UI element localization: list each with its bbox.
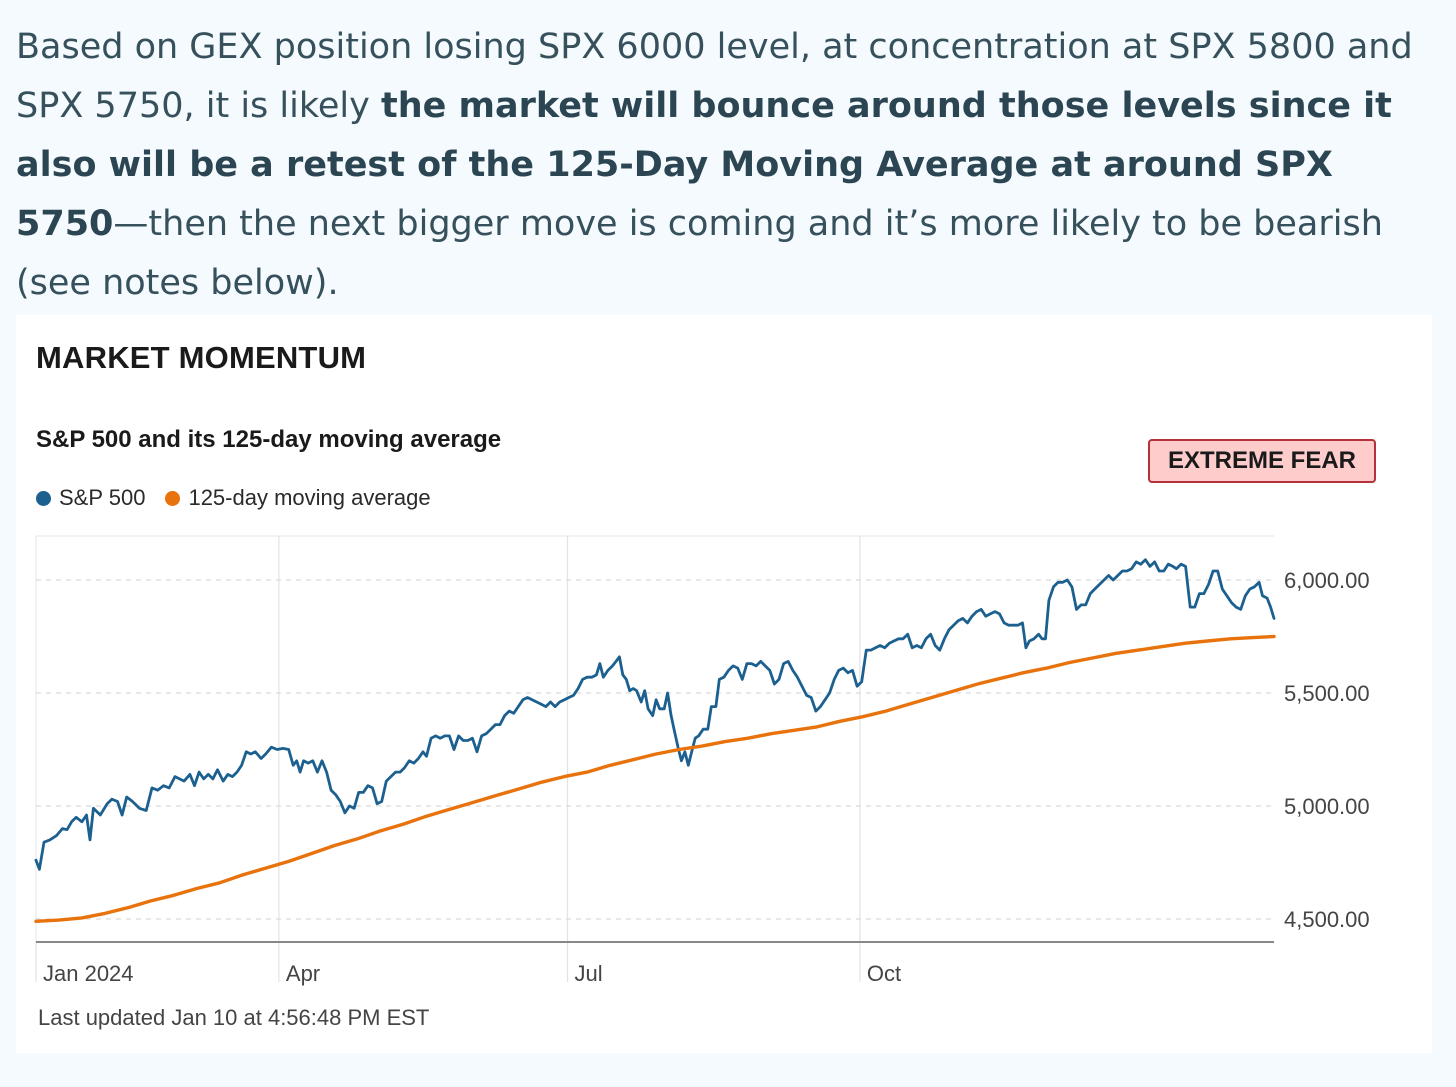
y-tick-label: 6,000.00 xyxy=(1284,568,1370,593)
legend-label-sp500: S&P 500 xyxy=(59,485,146,510)
legend-item-sp500[interactable]: S&P 500 xyxy=(36,485,145,511)
intro-text-end: —then the next bigger move is coming and… xyxy=(16,204,1383,303)
y-tick-label: 5,500.00 xyxy=(1284,681,1370,706)
intro-bold-text: the market will bounce around those leve… xyxy=(16,86,1392,244)
line-chart: Jan 2024 Apr Jul Oct 4,500.00 5,000.00 5,500.0… xyxy=(34,535,1370,986)
card-title: MARKET MOMENTUM xyxy=(36,340,367,375)
legend-dot-sp500 xyxy=(36,490,51,506)
series-line-sp500 xyxy=(34,558,1276,871)
y-tick-label: 4,500.00 xyxy=(1284,907,1370,932)
legend-label-moving-average: 125-day moving average xyxy=(188,485,431,510)
last-updated-text: Last updated Jan 10 at 4:56:48 PM EST xyxy=(38,1005,430,1030)
chart-legend: S&P 500 125-day moving average xyxy=(36,485,451,511)
fear-greed-badge: EXTREME FEAR xyxy=(1148,439,1376,483)
x-tick-label: Oct xyxy=(867,961,901,986)
y-tick-label: 5,000.00 xyxy=(1284,794,1370,819)
intro-text: Based on GEX position losing SPX 6000 le… xyxy=(16,27,1413,126)
x-tick-label: Jul xyxy=(574,961,602,986)
legend-dot-moving-average xyxy=(165,490,181,506)
x-tick-label: Apr xyxy=(286,961,320,986)
chart-title: S&P 500 and its 125-day moving average xyxy=(36,426,502,453)
series-line-moving-average xyxy=(34,634,1276,923)
legend-item-moving-average[interactable]: 125-day moving average xyxy=(165,485,431,511)
intro-paragraph: Based on GEX position losing SPX 6000 le… xyxy=(16,18,1436,313)
x-tick-label: Jan 2024 xyxy=(43,961,134,986)
market-momentum-card: MARKET MOMENTUM S&P 500 and its 125-day … xyxy=(16,315,1432,1053)
